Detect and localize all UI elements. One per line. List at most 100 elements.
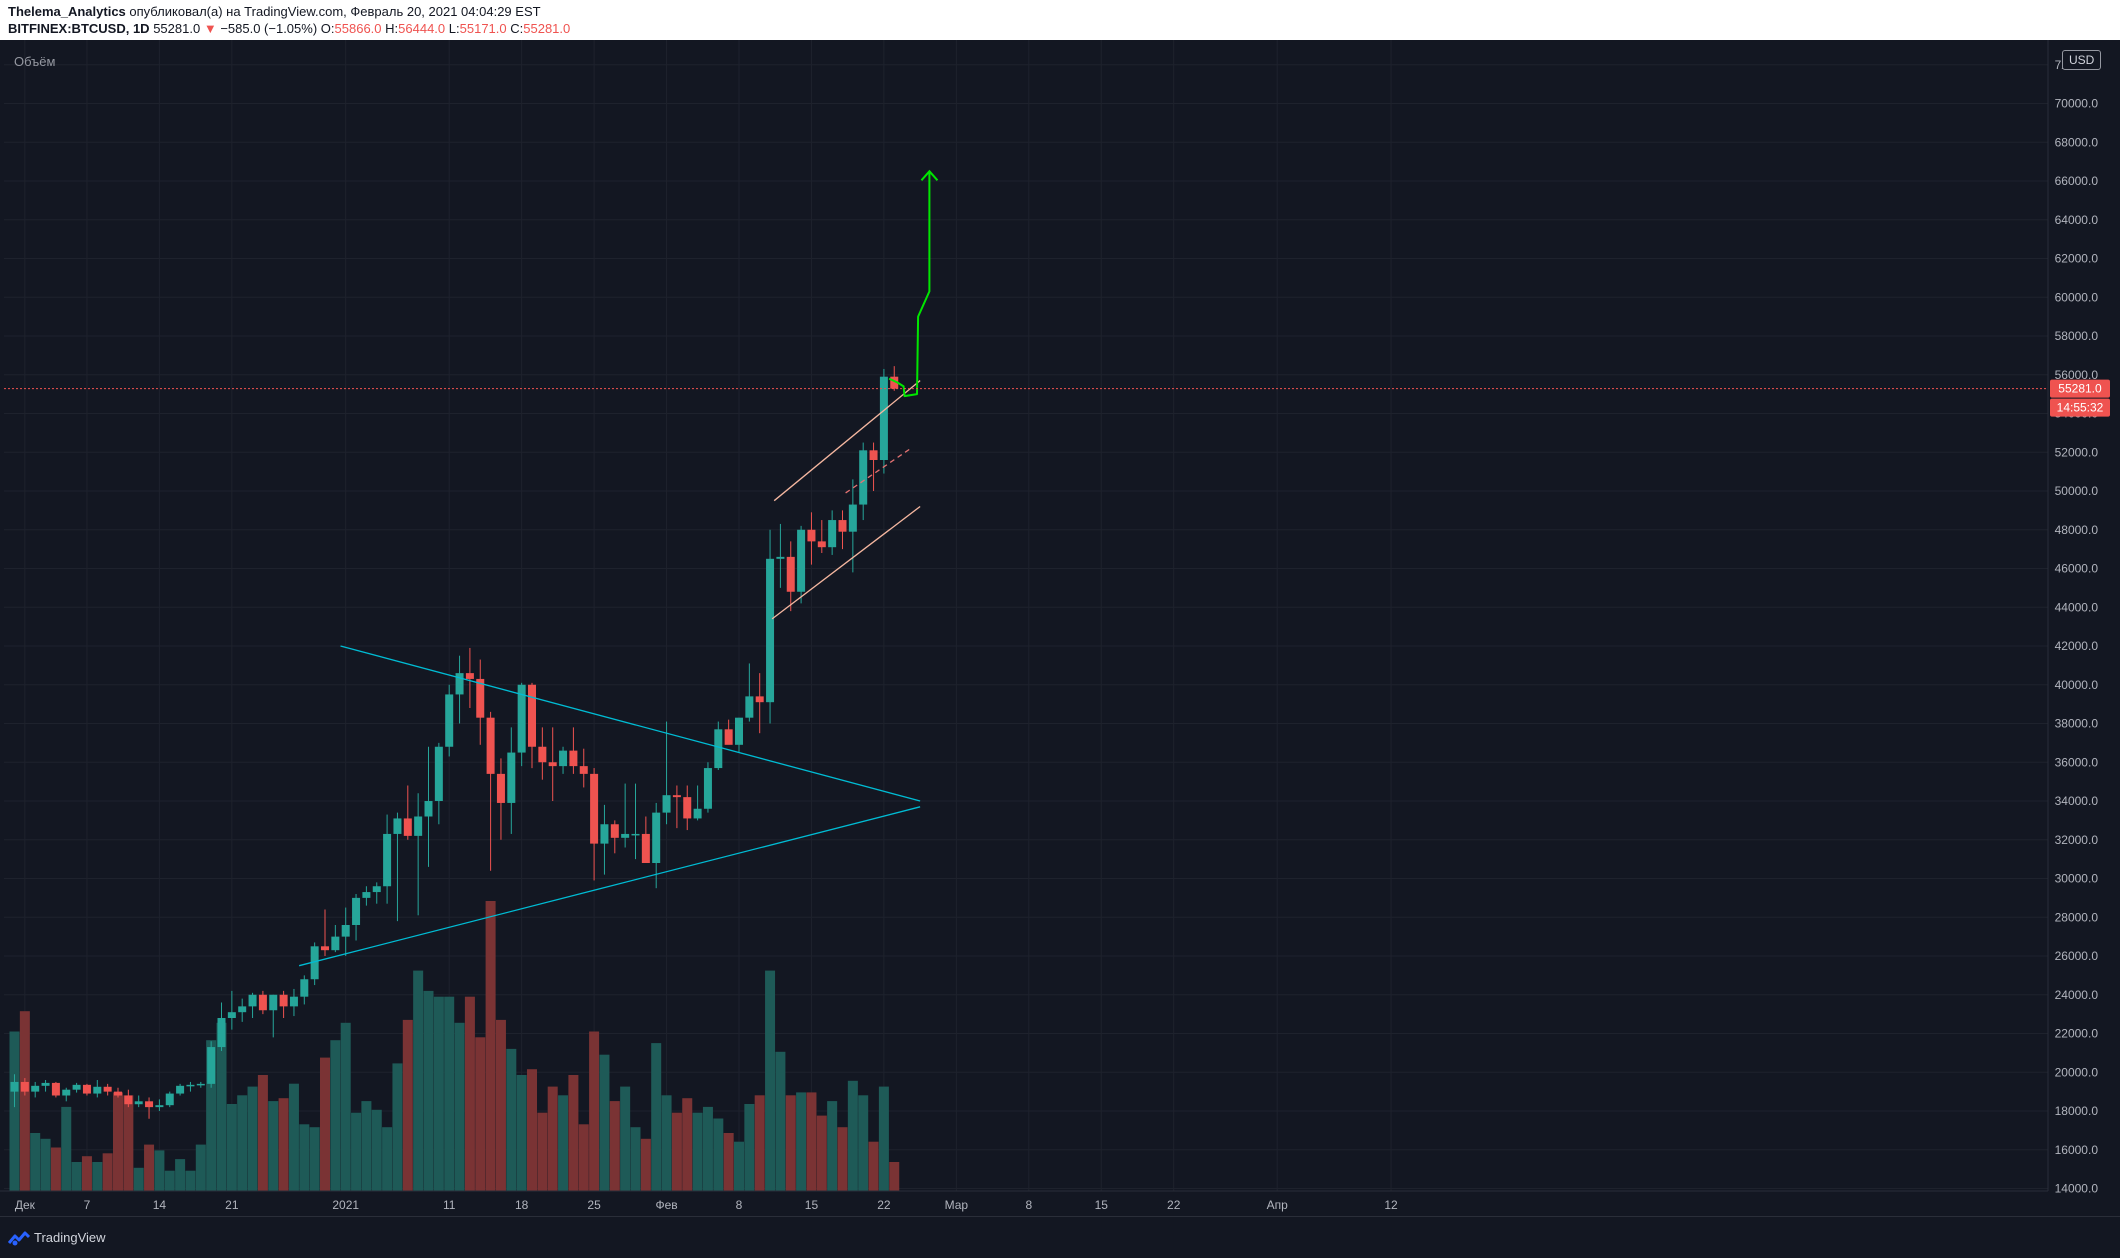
volume-bar — [527, 1069, 537, 1191]
price-tick-label: 46000.0 — [2055, 562, 2099, 576]
price-tick-label: 40000.0 — [2055, 678, 2099, 692]
candle-body — [703, 768, 712, 809]
candle-body — [797, 529, 806, 592]
candle-body — [72, 1084, 81, 1090]
candle-body — [621, 833, 630, 838]
price-tick-label: 50000.0 — [2055, 484, 2099, 498]
chart-area[interactable]: 14000.0 16000.0 18000.0 20000.0 22000.0 24000… — [0, 40, 2120, 1216]
price-tick-label: 26000.0 — [2055, 949, 2099, 963]
candle-body — [590, 773, 599, 844]
price-tick-label: 64000.0 — [2055, 213, 2099, 227]
candle-body — [114, 1091, 122, 1096]
volume-bar — [351, 1112, 362, 1191]
volume-bar — [113, 1092, 123, 1191]
time-tick-label: 15 — [1095, 1198, 1109, 1212]
last-price: 55281.0 — [153, 21, 201, 36]
price-tick-label: 62000.0 — [2055, 252, 2099, 266]
volume-bar — [723, 1133, 734, 1191]
candle-body — [641, 833, 650, 863]
volume-bar — [206, 1040, 217, 1191]
candle-body — [362, 892, 371, 898]
volume-bar — [578, 1124, 589, 1191]
candle-body — [331, 936, 340, 951]
price-tick-label: 58000.0 — [2055, 329, 2099, 343]
candle-body — [496, 773, 505, 803]
time-tick-label: 8 — [736, 1198, 743, 1212]
candle-body — [631, 833, 640, 836]
time-tick-label: 25 — [587, 1198, 601, 1212]
time-tick-label: 2021 — [332, 1198, 359, 1212]
volume-bar — [237, 1095, 248, 1191]
candle-body — [817, 541, 826, 548]
close-value: 55281.0 — [523, 21, 571, 36]
candle-body — [248, 994, 257, 1007]
candle-body — [227, 1012, 236, 1018]
candle-body — [352, 897, 361, 925]
candle-body — [828, 520, 837, 548]
candle-body — [289, 996, 298, 1007]
volume-bar — [382, 1127, 393, 1191]
volume-bar — [123, 1095, 134, 1191]
candle-body — [62, 1089, 71, 1096]
candle-body — [321, 946, 329, 951]
volume-bar — [309, 1127, 320, 1191]
candle-body — [258, 994, 267, 1011]
candle-body — [238, 1006, 247, 1013]
price-tick-label: 28000.0 — [2055, 910, 2099, 924]
volume-bar — [661, 1095, 672, 1191]
symbol-label[interactable]: BITFINEX:BTCUSD, 1D — [8, 21, 150, 36]
volume-bar — [682, 1098, 693, 1191]
volume-bar — [827, 1101, 838, 1191]
candle-body — [693, 808, 702, 819]
volume-bar — [330, 1040, 341, 1191]
author-name[interactable]: Thelema_Analytics — [8, 4, 126, 19]
time-tick-label: 22 — [1167, 1198, 1181, 1212]
volume-bar — [734, 1141, 744, 1191]
volume-bar — [464, 996, 475, 1191]
price-tick-label: 38000.0 — [2055, 717, 2099, 731]
volume-bar — [444, 996, 455, 1191]
volume-bar — [651, 1043, 662, 1191]
volume-bar — [268, 1101, 279, 1191]
candle-body — [807, 529, 816, 542]
price-tick-label: 60000.0 — [2055, 290, 2099, 304]
candle-body — [724, 729, 733, 745]
volume-bar — [547, 1086, 558, 1191]
time-tick-label: 22 — [877, 1198, 891, 1212]
volume-bar — [61, 1106, 72, 1191]
volume-bar — [30, 1133, 41, 1191]
volume-bar — [216, 1022, 227, 1191]
down-arrow-icon: ▼ — [203, 21, 217, 36]
volume-bar — [495, 1019, 506, 1191]
volume-bar — [754, 1095, 765, 1191]
volume-bar — [599, 1054, 610, 1191]
price-chart[interactable]: 14000.0 16000.0 18000.0 20000.0 22000.0 24000… — [0, 40, 2120, 1216]
channel-lower — [771, 505, 921, 620]
candle-body — [279, 994, 288, 1007]
volume-bar — [454, 1022, 465, 1191]
volume-bar — [71, 1162, 82, 1191]
volume-bar — [102, 1153, 113, 1191]
publication-line: Thelema_Analytics опубликовал(а) на Trad… — [8, 4, 541, 19]
tradingview-brand[interactable]: TradingView — [34, 1230, 106, 1245]
candle-body — [683, 797, 692, 819]
candle-body — [652, 812, 661, 863]
volume-bar — [516, 1075, 527, 1191]
tradingview-logo-icon[interactable] — [8, 1229, 30, 1247]
volume-bar — [81, 1156, 92, 1191]
volume-bar — [558, 1095, 569, 1191]
channel-mid — [845, 447, 912, 494]
price-tick-label: 36000.0 — [2055, 755, 2099, 769]
time-tick-label: 14 — [153, 1198, 167, 1212]
currency-badge[interactable]: USD — [2062, 50, 2102, 70]
volume-bar — [320, 1057, 330, 1191]
price-change: −585.0 (−1.05%) — [220, 21, 318, 36]
candle-body — [269, 994, 278, 1011]
volume-bar — [154, 1150, 165, 1191]
price-tick-label: 14000.0 — [2055, 1182, 2099, 1196]
volume-bar — [537, 1112, 548, 1191]
candle-body — [755, 696, 764, 703]
timer-badge-bg — [2050, 398, 2110, 417]
time-tick-label: 15 — [805, 1198, 819, 1212]
volume-indicator-label[interactable]: Объём — [14, 54, 56, 69]
